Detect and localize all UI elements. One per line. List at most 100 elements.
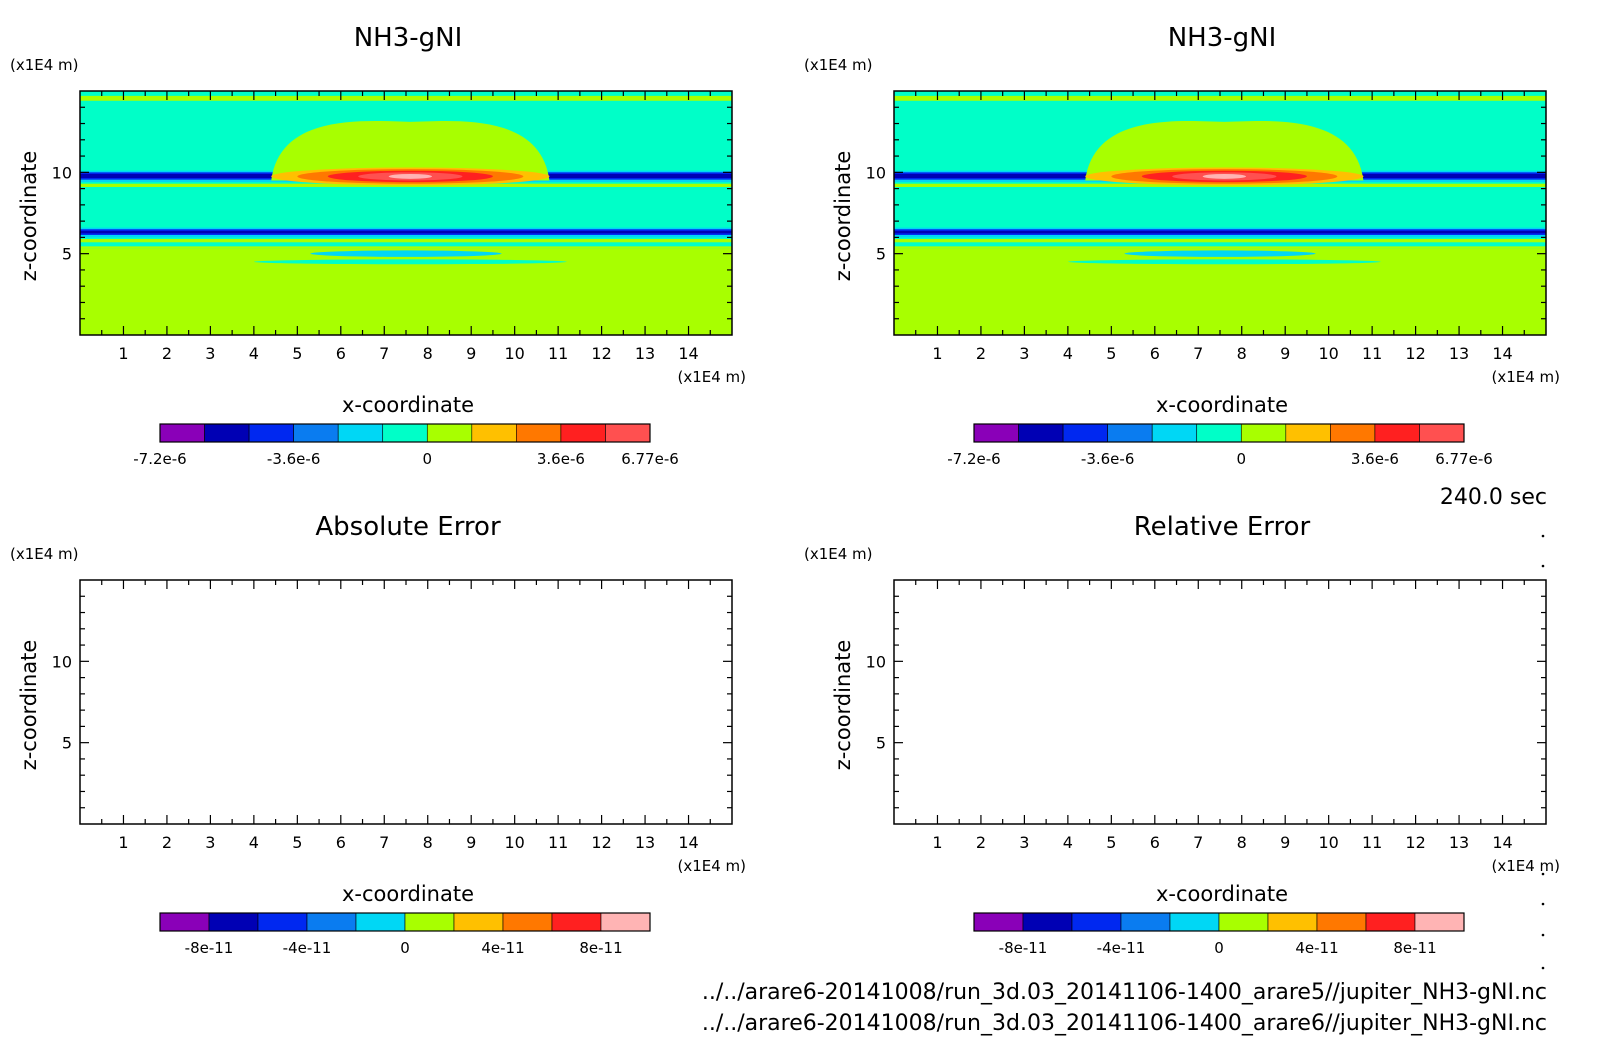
x-tick-label: 1 <box>932 833 942 852</box>
panel-top-right: NH3-gNI (x1E4 m) 1 2 3 4 5 6 7 8 9 10 11 12 13 14510 … <box>804 23 1560 468</box>
colorbar-segment <box>1330 423 1376 443</box>
y-tick-label: 5 <box>876 734 886 753</box>
y-unit-label: (x1E4 m) <box>10 56 79 74</box>
y-tick-label: 10 <box>52 652 72 671</box>
band <box>80 183 732 187</box>
colorbar: -7.2e-6 -3.6e-6 0 3.6e-6 6.77e-6 <box>133 423 679 468</box>
colorbar-label: 0 <box>422 450 432 468</box>
colorbar-segment <box>1071 912 1122 932</box>
y-tick-label: 10 <box>866 652 886 671</box>
y-unit-label: (x1E4 m) <box>804 545 873 563</box>
colorbar-label: -3.6e-6 <box>1081 450 1134 468</box>
x-tick-label: 1 <box>118 344 128 363</box>
colorbar-segment <box>453 912 504 932</box>
y-unit-label: (x1E4 m) <box>10 545 79 563</box>
x-tick-label: 10 <box>504 344 524 363</box>
x-tick-label: 12 <box>591 344 611 363</box>
colorbar-label: 8e-11 <box>579 939 622 957</box>
band <box>894 230 1546 234</box>
colorbar-segment <box>502 912 553 932</box>
colorbar-segment <box>605 423 651 443</box>
colorbar-segment <box>973 423 1019 443</box>
x-tick-label: 10 <box>1318 833 1338 852</box>
colorbar-label: 3.6e-6 <box>1351 450 1399 468</box>
x-tick-label: 4 <box>249 833 259 852</box>
contour-level <box>1067 259 1381 265</box>
colorbar-segment <box>1107 423 1153 443</box>
band <box>80 230 732 234</box>
contour-level <box>253 259 567 265</box>
band <box>894 239 1546 243</box>
x-tick-label: 14 <box>1492 833 1512 852</box>
x-tick-label: 4 <box>1063 833 1073 852</box>
colorbar-segment <box>159 912 210 932</box>
band <box>80 246 732 249</box>
colorbar-segment <box>382 423 428 443</box>
colorbar-label: 8e-11 <box>1393 939 1436 957</box>
x-tick-label: 13 <box>1449 833 1469 852</box>
colorbar-label: -8e-11 <box>185 939 234 957</box>
x-tick-label: 8 <box>423 344 433 363</box>
colorbar-segment <box>355 912 406 932</box>
colorbar-segment <box>1374 423 1420 443</box>
x-tick-label: 3 <box>1019 344 1029 363</box>
colorbar-label: 0 <box>1214 939 1224 957</box>
x-axis-label: x-coordinate <box>1156 882 1288 906</box>
x-tick-label: 2 <box>976 344 986 363</box>
colorbar-segment <box>1018 423 1064 443</box>
colorbar-segment <box>471 423 517 443</box>
x-tick-label: 12 <box>1405 344 1425 363</box>
top-band <box>80 95 732 101</box>
x-tick-label: 7 <box>1193 344 1203 363</box>
warm-anomaly <box>1085 120 1364 181</box>
colorbar-label: 6.77e-6 <box>621 450 679 468</box>
colorbar-segment <box>1022 912 1073 932</box>
x-tick-label: 6 <box>1150 833 1160 852</box>
panel-title: NH3-gNI <box>1168 23 1277 53</box>
colorbar-segment <box>1218 912 1269 932</box>
x-tick-label: 1 <box>118 833 128 852</box>
x-tick-label: 8 <box>1237 344 1247 363</box>
colorbar-label: -3.6e-6 <box>267 450 320 468</box>
x-axis-label: x-coordinate <box>342 882 474 906</box>
x-tick-label: 12 <box>591 833 611 852</box>
warm-anomaly <box>271 120 550 181</box>
panel-top-left: NH3-gNI (x1E4 m) 1 2 3 4 5 6 7 8 9 10 11 12 13 14510 … <box>10 23 746 468</box>
plot-frame <box>79 579 733 825</box>
colorbar: -8e-11 -4e-11 0 4e-11 8e-11 <box>159 912 651 957</box>
colorbar-label: 4e-11 <box>481 939 524 957</box>
colorbar-label: 0 <box>400 939 410 957</box>
y-tick-label: 5 <box>62 245 72 264</box>
colorbar-segment <box>1285 423 1331 443</box>
band <box>894 183 1546 187</box>
y-tick-label: 10 <box>52 163 72 182</box>
colorbar-segment <box>1151 423 1198 443</box>
colorbar-frame <box>973 423 1465 443</box>
colorbar-segment <box>973 912 1024 932</box>
x-tick-label: 7 <box>379 833 389 852</box>
x-tick-label: 9 <box>466 833 476 852</box>
contour-level <box>1124 250 1316 257</box>
colorbar-segment <box>560 423 606 443</box>
x-tick-label: 10 <box>1318 344 1338 363</box>
margin-dots <box>1541 534 1545 970</box>
colorbar-label: 0 <box>1236 450 1246 468</box>
y-axis-label: z-coordinate <box>17 640 41 771</box>
plot-frame <box>893 579 1547 825</box>
band <box>894 246 1546 249</box>
x-unit-label: (x1E4 m) <box>677 368 746 386</box>
colorbar-label: -4e-11 <box>283 939 332 957</box>
y-axis-label: z-coordinate <box>831 640 855 771</box>
x-tick-label: 2 <box>976 833 986 852</box>
colorbar-segment <box>426 423 473 443</box>
x-axis-label: x-coordinate <box>342 393 474 417</box>
x-unit-label: (x1E4 m) <box>1491 368 1560 386</box>
band <box>80 239 732 243</box>
x-tick-label: 10 <box>504 833 524 852</box>
x-tick-label: 11 <box>548 344 568 363</box>
file-path-2: ../../arare6-20141008/run_3d.03_20141106… <box>702 1011 1547 1036</box>
x-unit-label: (x1E4 m) <box>1491 857 1560 875</box>
